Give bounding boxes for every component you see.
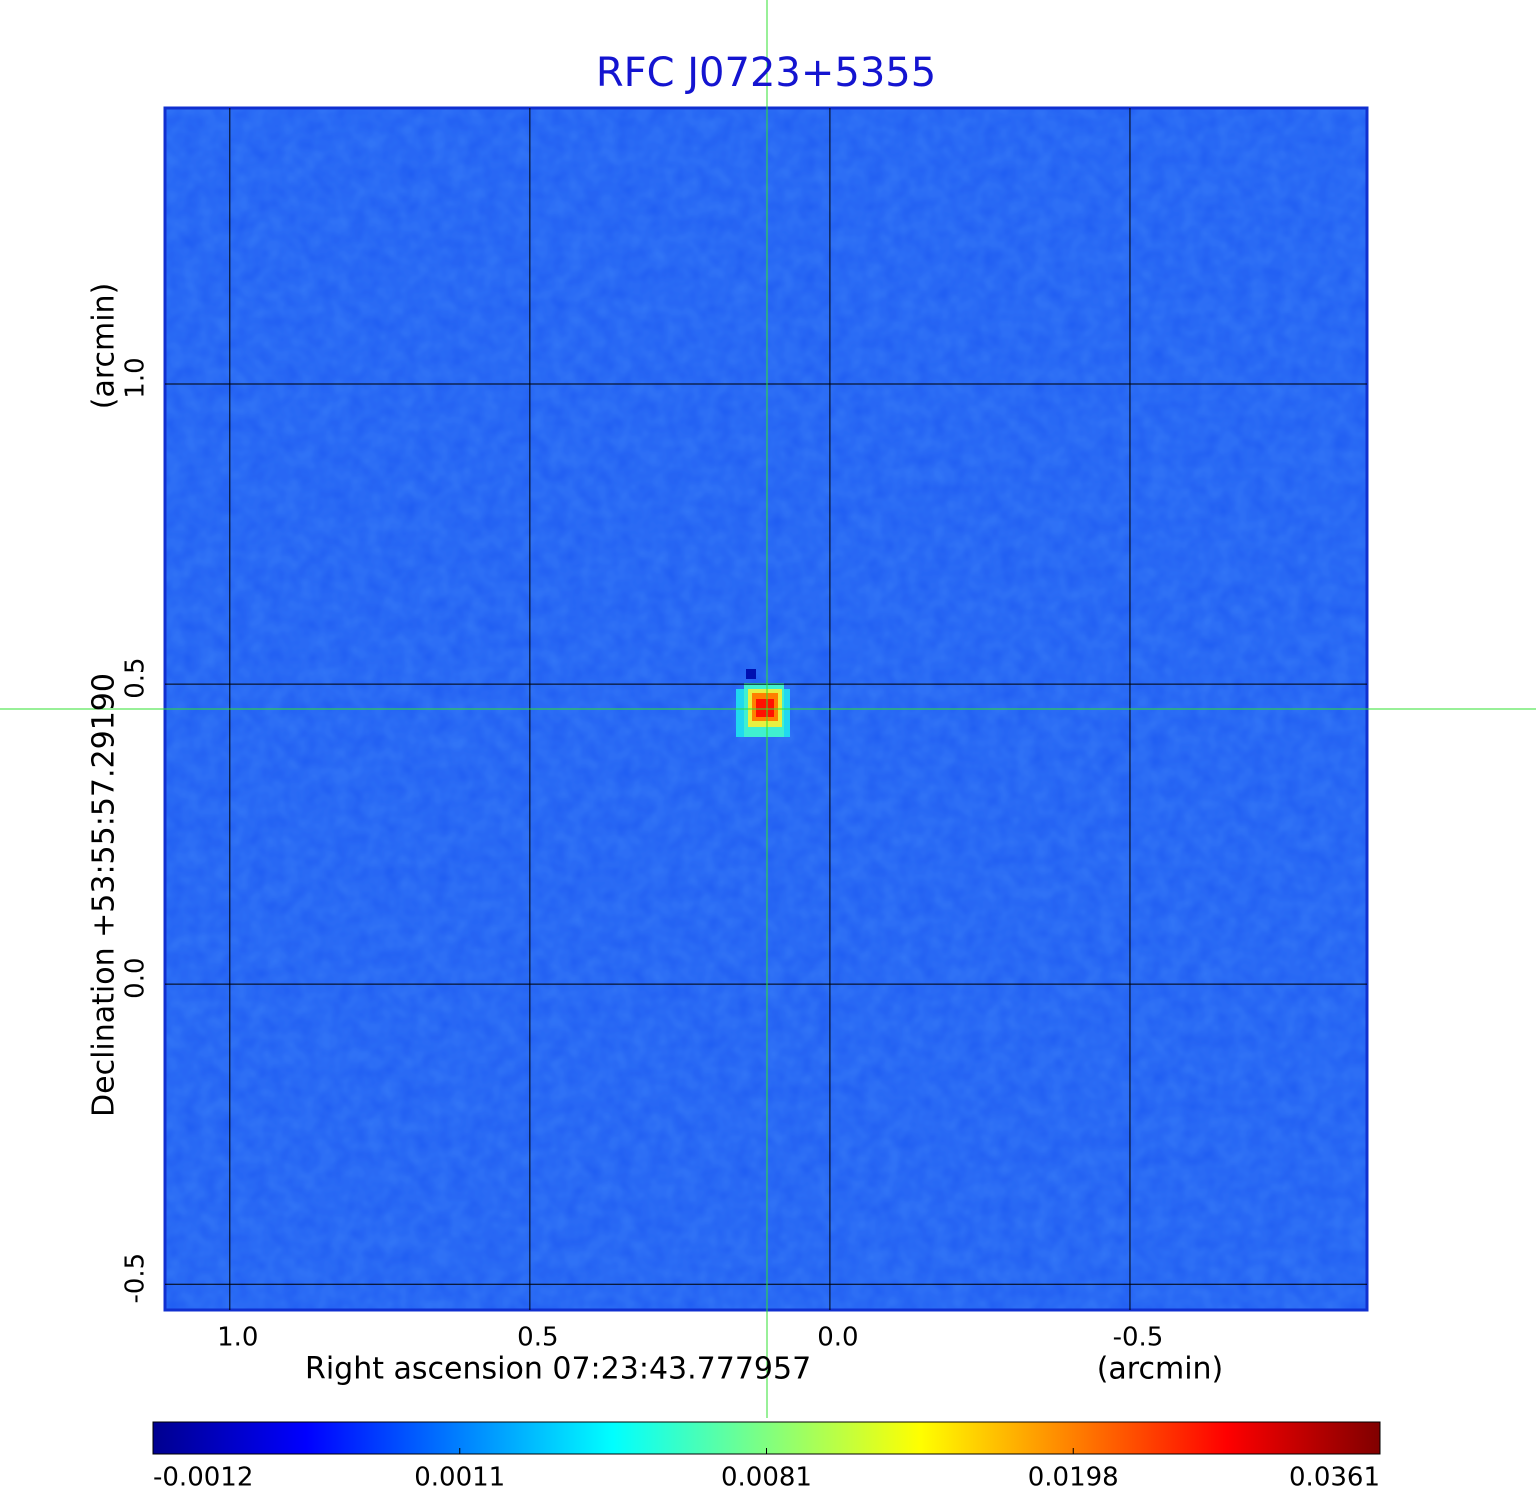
source xyxy=(736,669,790,737)
colorbar-tick-label: 0.0081 xyxy=(721,1463,812,1493)
colorbar-tick-label: 0.0198 xyxy=(1028,1463,1119,1493)
y-tick-label: 1.0 xyxy=(121,357,151,398)
colorbar-tick-label: -0.0012 xyxy=(153,1463,253,1493)
x-tick-label: -0.5 xyxy=(1113,1323,1164,1353)
y-tick-label: 0.0 xyxy=(121,957,151,998)
y-axis-label: Declination +53:55:57.29190 xyxy=(87,673,122,1117)
y-axis-unit: (arcmin) xyxy=(87,283,122,410)
x-tick-label: 1.0 xyxy=(217,1323,258,1353)
colorbar-tick-label: 0.0361 xyxy=(1289,1463,1380,1493)
x-axis-unit: (arcmin) xyxy=(1097,1352,1224,1387)
x-tick-label: 0.5 xyxy=(517,1323,558,1353)
x-axis-label: Right ascension 07:23:43.777957 xyxy=(305,1352,811,1387)
y-tick-label: -0.5 xyxy=(121,1253,151,1304)
x-tick-label: 0.0 xyxy=(817,1323,858,1353)
y-tick-label: 0.5 xyxy=(121,657,151,698)
chart-title: RFC J0723+5355 xyxy=(596,50,936,96)
colorbar-tick-label: 0.0011 xyxy=(414,1463,505,1493)
